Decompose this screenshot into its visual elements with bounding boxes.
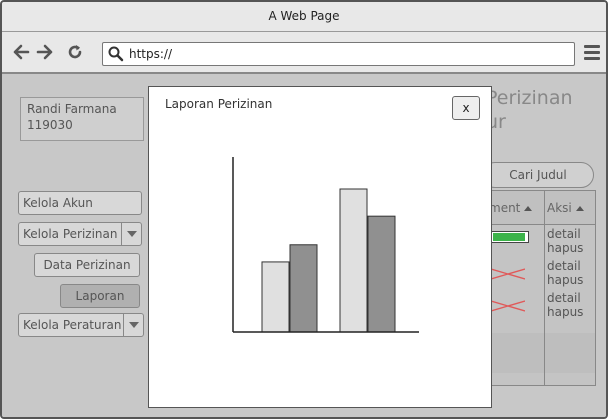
detail-link[interactable]: detail: [547, 227, 581, 241]
hamburger-menu-icon[interactable]: [584, 45, 600, 61]
page-title-line2: ur: [486, 111, 506, 133]
table-header-document-label: ment: [489, 201, 521, 215]
chart-bar: [339, 188, 368, 333]
url-input[interactable]: https://: [102, 42, 575, 66]
kelola-akun-label: Kelola Akun: [23, 196, 93, 210]
browser-toolbar: https://: [2, 32, 606, 74]
table-header-document[interactable]: ment: [487, 191, 544, 225]
sort-up-icon: [575, 206, 584, 211]
chart-bar: [367, 215, 396, 333]
user-id: 119030: [27, 118, 73, 132]
user-name: Randi Farmana: [27, 102, 117, 116]
hapus-link[interactable]: hapus: [547, 305, 584, 319]
chevron-down-icon: [123, 314, 143, 336]
column-divider: [544, 191, 545, 385]
modal-title: Laporan Perizinan: [165, 97, 273, 111]
table-row-actions: detail hapus: [547, 291, 583, 319]
chart-bar: [289, 244, 318, 333]
kelola-akun-button[interactable]: Kelola Akun: [18, 191, 142, 215]
table-row: [487, 333, 595, 353]
window-title: A Web Page: [2, 2, 606, 32]
sort-up-icon: [524, 206, 533, 211]
table-row: [487, 353, 595, 373]
reject-x-icon: [491, 300, 525, 312]
user-info-box: Randi Farmana 119030: [20, 97, 144, 141]
chart-bar: [261, 261, 290, 333]
forward-arrow-icon[interactable]: [35, 41, 55, 63]
progress-bar: [491, 231, 529, 243]
url-text: https://: [129, 47, 173, 61]
detail-link[interactable]: detail: [547, 259, 581, 273]
table-header-aksi[interactable]: Aksi: [545, 191, 595, 225]
cari-judul-button[interactable]: Cari Judul: [482, 162, 594, 188]
close-button[interactable]: x: [452, 96, 480, 120]
reject-x-icon: [491, 268, 525, 280]
perizinan-table: ment Aksi detail hapus detail hapus deta…: [486, 190, 596, 386]
data-perizinan-button[interactable]: Data Perizinan: [34, 253, 140, 277]
detail-link[interactable]: detail: [547, 291, 581, 305]
kelola-perizinan-label: Kelola Perizinan: [23, 227, 118, 241]
page-title-line1: Perizinan: [486, 87, 573, 109]
laporan-label: Laporan: [75, 289, 125, 303]
hapus-link[interactable]: hapus: [547, 241, 584, 255]
report-bar-chart: [232, 157, 419, 333]
hapus-link[interactable]: hapus: [547, 273, 584, 287]
chevron-down-icon: [121, 223, 141, 245]
table-row-actions: detail hapus: [547, 259, 583, 287]
page-title: Perizinan ur: [486, 86, 573, 134]
back-arrow-icon[interactable]: [11, 41, 31, 63]
kelola-peraturan-label: Kelola Peraturan: [23, 318, 122, 332]
laporan-modal: Laporan Perizinan x: [148, 86, 492, 408]
kelola-peraturan-dropdown[interactable]: Kelola Peraturan: [18, 313, 144, 337]
progress-fill: [492, 232, 527, 242]
table-header-aksi-label: Aksi: [547, 201, 572, 215]
laporan-button[interactable]: Laporan: [60, 284, 140, 308]
table-row-actions: detail hapus: [547, 227, 583, 255]
kelola-perizinan-dropdown[interactable]: Kelola Perizinan: [18, 222, 142, 246]
reload-icon[interactable]: [65, 41, 85, 63]
search-icon: [108, 46, 124, 65]
data-perizinan-label: Data Perizinan: [43, 258, 131, 272]
